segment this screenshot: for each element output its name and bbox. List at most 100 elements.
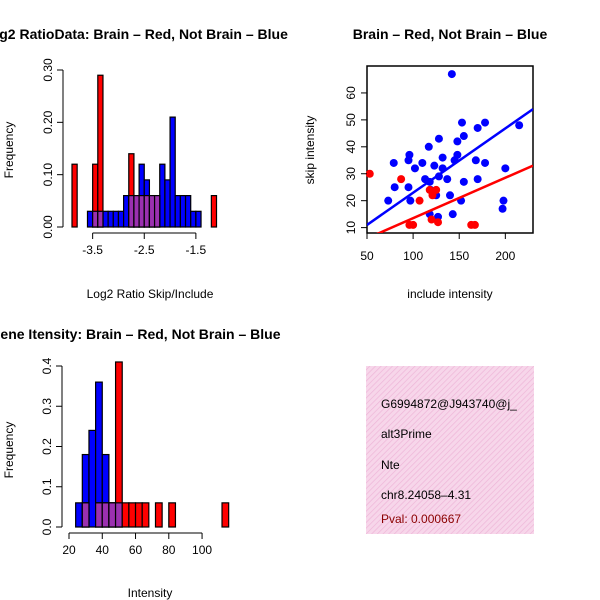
- intensity-title: Gene Itensity: Brain – Red, Not Brain – …: [0, 326, 281, 342]
- x-tick-label: 100: [403, 249, 423, 263]
- bar-overlap-2: [101, 502, 110, 528]
- bar-notbrain-7: [123, 195, 130, 228]
- intensity-ylabel: Frequency: [2, 422, 16, 479]
- y-tick-label: 0.4: [40, 357, 54, 374]
- point-red-1: [397, 175, 406, 184]
- bar-overlap-3: [128, 195, 135, 228]
- point-blue-2: [457, 118, 466, 127]
- bar-notbrain-18: [179, 195, 187, 228]
- point-blue-5: [434, 134, 443, 143]
- bar-brain-5: [121, 502, 130, 528]
- point-red-6: [427, 215, 436, 224]
- bar-notbrain-6: [117, 210, 125, 228]
- bar-overlap-0: [81, 502, 90, 528]
- bar-notbrain-14: [159, 163, 166, 228]
- point-blue-6: [453, 137, 462, 146]
- bar-overlap-6: [143, 195, 151, 228]
- point-red-0: [365, 169, 374, 178]
- info-tissue: Nte: [381, 458, 400, 472]
- info-background: [366, 366, 534, 534]
- ratio-plot-area: -3.5 -2.5 -1.5 0.00 0.10 0.20 0.30: [41, 58, 218, 257]
- ratio-histogram: Log2 RatioData: Brain – Red, Not Brain –…: [0, 26, 288, 301]
- y-tick-label: 50: [344, 113, 358, 127]
- bar-overlap-7: [148, 195, 156, 228]
- x-tick-label: 100: [192, 543, 212, 557]
- point-blue-38: [499, 196, 508, 205]
- x-tick-label: 40: [96, 543, 110, 557]
- point-blue-3: [481, 118, 490, 127]
- info-location: chr8.24058–4.31: [381, 488, 471, 502]
- point-blue-14: [481, 158, 490, 167]
- fit-line-red: [376, 164, 533, 233]
- bar-overlap-4: [133, 195, 140, 228]
- x-tick-label: -1.5: [186, 243, 207, 257]
- y-tick-label: 0.20: [41, 110, 55, 134]
- point-blue-39: [498, 204, 507, 213]
- intensity-histogram: Gene Itensity: Brain – Red, Not Brain – …: [0, 326, 281, 600]
- bar-overlap-2: [97, 210, 104, 228]
- bar-notbrain-16: [169, 116, 176, 228]
- x-tick-label: 60: [129, 543, 143, 557]
- x-tick-label: 200: [495, 249, 515, 263]
- bar-notbrain-2: [88, 429, 97, 528]
- point-blue-7: [424, 142, 433, 151]
- bar-notbrain-5: [112, 210, 120, 228]
- scatter-xlabel: include intensity: [407, 287, 492, 301]
- y-tick-label: 20: [344, 194, 358, 208]
- bar-notbrain-0: [75, 502, 83, 528]
- x-tick-label: 20: [62, 543, 76, 557]
- point-blue-15: [418, 158, 427, 167]
- bar-notbrain-4: [107, 210, 114, 228]
- y-tick-label: 40: [344, 140, 358, 154]
- point-red-11: [470, 220, 479, 229]
- point-red-9: [409, 220, 418, 229]
- point-blue-4: [473, 123, 482, 132]
- y-tick-label: 0.30: [41, 58, 55, 82]
- bar-notbrain-0: [86, 210, 94, 228]
- point-blue-1: [515, 121, 524, 130]
- y-tick-label: 0.0: [40, 518, 54, 535]
- point-blue-16: [430, 161, 439, 170]
- ratio-xlabel: Log2 Ratio Skip/Include: [87, 287, 214, 301]
- point-blue-28: [404, 183, 413, 192]
- bar-brain-0: [71, 163, 78, 228]
- bar-notbrain-21: [195, 210, 202, 228]
- y-tick-label: 0.2: [40, 438, 54, 455]
- info-event-type: alt3Prime: [381, 427, 432, 441]
- point-blue-13: [501, 164, 510, 173]
- bar-overlap-5: [138, 195, 145, 228]
- bar-brain-9: [210, 195, 218, 228]
- point-blue-10: [438, 153, 447, 162]
- bar-overlap-4: [114, 502, 123, 528]
- point-blue-9: [404, 156, 413, 165]
- y-tick-label: 10: [344, 221, 358, 235]
- info-panel: G6994872@J943740@j_ alt3Prime Nte chr8.2…: [366, 366, 534, 534]
- x-tick-label: 50: [360, 249, 374, 263]
- intensity-scatter: Brain – Red, Not Brain – Blue include in…: [303, 26, 547, 301]
- bar-brain-10: [168, 502, 177, 528]
- bar-overlap-1: [92, 210, 99, 228]
- point-blue-40: [448, 210, 457, 219]
- point-blue-0: [447, 70, 456, 79]
- point-blue-37: [384, 196, 393, 205]
- point-blue-32: [446, 191, 454, 200]
- point-blue-23: [443, 175, 452, 184]
- y-tick-label: 0.00: [41, 215, 55, 239]
- y-tick-label: 0.1: [40, 478, 54, 495]
- x-tick-label: 80: [162, 543, 176, 557]
- info-gene-id: G6994872@J943740@j_: [381, 397, 517, 411]
- bar-brain-2: [97, 74, 104, 228]
- point-red-7: [434, 218, 443, 227]
- point-blue-29: [390, 183, 399, 192]
- bar-notbrain-20: [190, 210, 197, 228]
- bar-notbrain-17: [174, 195, 181, 228]
- point-blue-25: [473, 175, 482, 184]
- scatter-ylabel: skip intensity: [303, 116, 317, 185]
- x-tick-label: -3.5: [82, 243, 103, 257]
- point-blue-24: [459, 177, 468, 186]
- bar-overlap-3: [108, 502, 117, 528]
- bar-notbrain-3: [102, 210, 109, 228]
- scatter-plot-area: 50 100 150 200 10 20 30 40 50 60: [344, 65, 534, 263]
- bar-notbrain-19: [184, 195, 192, 228]
